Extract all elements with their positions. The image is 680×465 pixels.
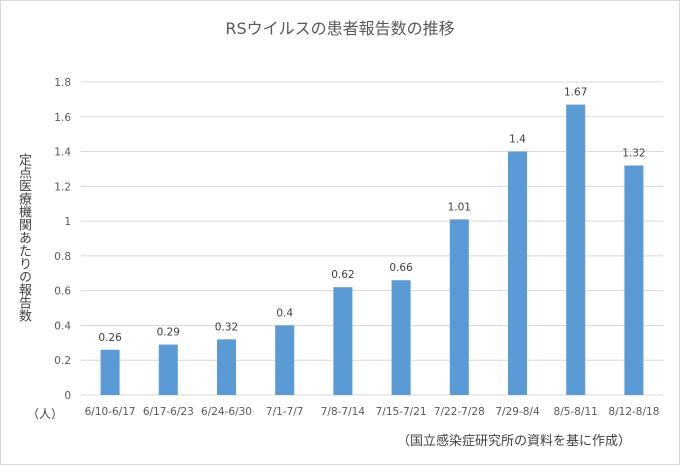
data-label: 0.29 <box>157 327 180 339</box>
data-label: 1.4 <box>509 134 526 146</box>
bar <box>449 219 469 395</box>
data-label: 0.66 <box>389 262 413 274</box>
data-label: 0.4 <box>276 307 293 319</box>
source-note: （国立感染症研究所の資料を基に作成） <box>397 434 632 449</box>
y-tick-label: 1 <box>64 216 71 228</box>
data-label: 1.67 <box>564 87 587 99</box>
x-tick-label: 7/8-7/14 <box>321 406 366 418</box>
bar <box>275 325 295 395</box>
bar <box>624 165 644 395</box>
bar <box>100 349 120 395</box>
bar <box>217 339 236 395</box>
x-tick-label: 8/12-8/18 <box>608 406 659 418</box>
x-tick-label: 7/22-7/28 <box>434 406 485 418</box>
y-tick-label: 0.6 <box>54 286 71 298</box>
x-tick-label: 6/24-6/30 <box>201 406 252 418</box>
data-label: 0.32 <box>215 321 238 333</box>
bar <box>566 104 586 395</box>
bar <box>508 151 527 395</box>
y-tick-label: 0.2 <box>54 355 71 367</box>
x-tick-label: 6/17-6/23 <box>143 406 194 418</box>
y-axis-label: 定点医療機関あたりの報告数 <box>16 153 31 322</box>
data-label: 0.26 <box>98 332 122 344</box>
y-tick-label: 0.4 <box>54 320 71 332</box>
x-tick-label: 7/29-8/4 <box>495 406 540 418</box>
data-label: 1.01 <box>448 201 471 213</box>
y-tick-label: 1.6 <box>54 112 71 124</box>
x-tick-label: 7/1-7/7 <box>266 406 304 418</box>
x-tick-label: 7/15-7/21 <box>376 406 427 418</box>
y-tick-label: 0.8 <box>54 251 71 263</box>
y-axis-unit: （人） <box>27 407 64 421</box>
y-tick-label: 1.8 <box>54 77 71 89</box>
y-tick-label: 1.2 <box>54 181 71 193</box>
bar <box>333 287 353 395</box>
x-tick-label: 8/5-8/11 <box>554 406 598 418</box>
data-label: 0.62 <box>331 269 354 281</box>
x-tick-label: 6/10-6/17 <box>85 406 136 418</box>
data-label: 1.32 <box>622 147 645 159</box>
y-tick-label: 0 <box>64 390 71 402</box>
y-tick-label: 1.4 <box>54 147 71 159</box>
bar <box>158 344 178 395</box>
chart-title: RSウイルスの患者報告数の推移 <box>225 19 455 38</box>
bar <box>391 280 411 395</box>
